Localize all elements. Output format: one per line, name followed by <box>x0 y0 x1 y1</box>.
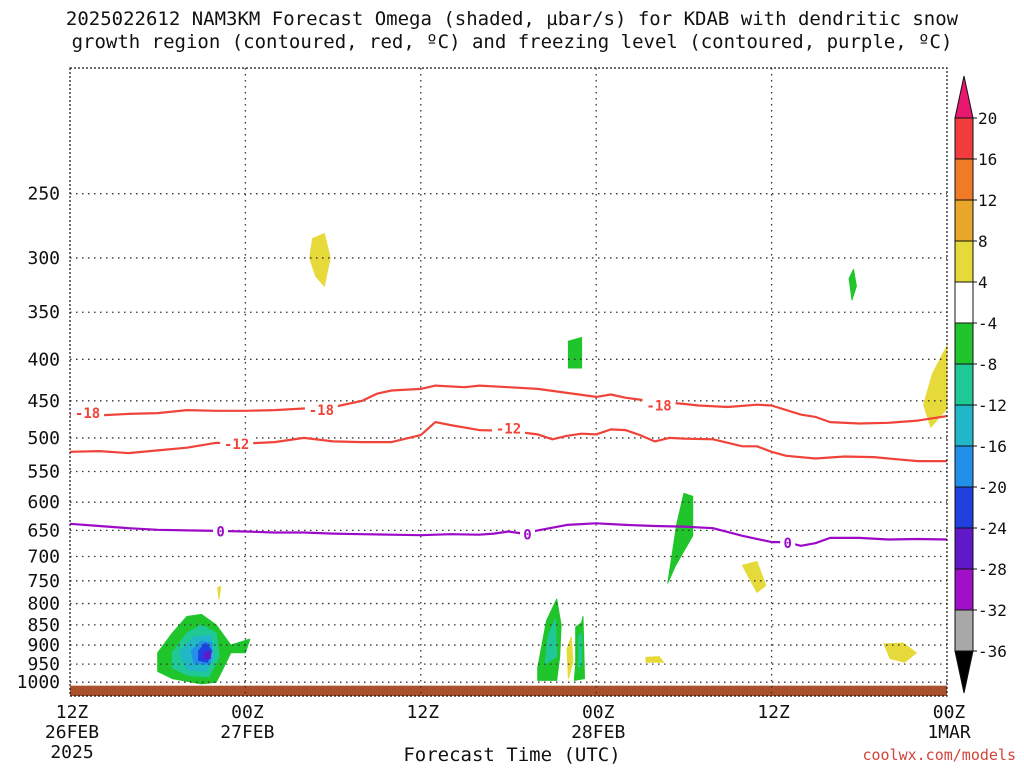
plot-area: 2503003504004505005506006507007508008509… <box>17 67 971 763</box>
colorbar-tick-label: -12 <box>978 396 1007 415</box>
colorbar-tick-label: 12 <box>978 191 997 210</box>
contour-label-bg <box>642 397 676 414</box>
contour-line-1 <box>69 421 947 463</box>
colorbar-band <box>954 445 974 488</box>
colorbar-tick-label: -36 <box>978 642 1007 661</box>
colorbar-tick-label: -20 <box>978 478 1007 497</box>
colorbar-band <box>954 527 974 570</box>
chart-title-line-1: 2025022612 NAM3KM Forecast Omega (shaded… <box>65 8 959 30</box>
contour-label: -18 <box>646 398 671 414</box>
y-tick-label: 500 <box>27 428 60 449</box>
y-tick-label: 1000 <box>17 672 60 693</box>
contour-label: 0 <box>523 528 531 544</box>
colorbar-tick-label: 8 <box>978 232 988 251</box>
colorbar-bottom-arrow <box>954 650 974 694</box>
colorbar-tick-label: -24 <box>978 519 1007 538</box>
colorbar-tick-label: 16 <box>978 150 997 169</box>
omega-region-2 <box>567 337 583 369</box>
x-tick-label: 00Z <box>933 702 966 723</box>
colorbar-tick-label: -4 <box>978 314 997 333</box>
x-tick-label: 1MAR <box>927 722 971 743</box>
x-tick-label: 12Z <box>407 702 440 723</box>
contour-label-bg <box>213 523 229 540</box>
omega-region-11 <box>566 636 574 680</box>
y-tick-label: 950 <box>27 654 60 675</box>
y-tick-label: 700 <box>27 546 60 567</box>
colorbar-band <box>954 486 974 529</box>
colorbar-tick-label: 4 <box>978 273 988 292</box>
omega-region-3 <box>923 345 948 428</box>
omega-region-6 <box>217 585 222 600</box>
y-tick-label: 550 <box>27 462 60 483</box>
contour-label-bg <box>220 436 254 453</box>
contour-label-bg <box>71 405 105 422</box>
colorbar-band <box>954 117 974 160</box>
x-tick-label: 00Z <box>231 702 264 723</box>
x-tick-label: 12Z <box>757 702 790 723</box>
y-tick-label: 450 <box>27 391 60 412</box>
colorbar-band <box>954 199 974 242</box>
y-tick-label: 350 <box>27 302 60 323</box>
omega-region-19 <box>204 650 211 659</box>
x-tick-label: 27FEB <box>220 722 274 743</box>
chart-title-line-2: growth region (contoured, red, ºC) and f… <box>71 31 953 53</box>
contour-label: -18 <box>75 406 100 422</box>
contour-label-bg <box>780 535 796 552</box>
y-tick-label: 850 <box>27 615 60 636</box>
colorbar-top-arrow <box>954 75 974 119</box>
contour-line-2 <box>69 522 948 547</box>
y-tick-label: 300 <box>27 248 60 269</box>
y-tick-label: 900 <box>27 635 60 656</box>
contour-label-bg <box>492 420 525 437</box>
omega-region-8 <box>645 656 664 663</box>
colorbar-band <box>954 240 974 283</box>
x-tick-label: 28FEB <box>571 722 625 743</box>
x-tick-label: 26FEB <box>45 722 99 743</box>
colorbar-band <box>954 404 974 447</box>
colorbar-tick-label: 20 <box>978 109 997 128</box>
plot-frame <box>69 67 948 697</box>
contour-label-bg <box>520 526 536 543</box>
omega-region-5 <box>741 561 767 593</box>
omega-region-1 <box>848 269 857 301</box>
y-tick-label: 800 <box>27 594 60 615</box>
omega-region-0 <box>309 233 331 287</box>
y-tick-label: 400 <box>27 349 60 370</box>
colorbar-tick-label: -16 <box>978 437 1007 456</box>
terrain-band <box>70 685 947 696</box>
contour-label: 0 <box>216 524 224 540</box>
colorbar-tick-label: -8 <box>978 355 997 374</box>
x-tick-label: 12Z <box>56 702 89 723</box>
colorbar-band <box>954 363 974 406</box>
contour-label: -12 <box>224 437 249 453</box>
contour-line-0 <box>69 384 948 425</box>
y-tick-label: 600 <box>27 492 60 513</box>
colorbar-band <box>954 609 974 652</box>
colorbar-band <box>954 568 974 611</box>
contour-label-bg <box>304 402 338 419</box>
colorbar-band <box>954 322 974 365</box>
colorbar: 20 16 12 8 4 -4 -8 -12 -16 -20 -24 -28 -32 -36 <box>954 75 1007 694</box>
colorbar-band <box>954 158 974 201</box>
colorbar-tick-label: -28 <box>978 560 1007 579</box>
contour-label: 0 <box>783 536 791 552</box>
y-tick-label: 650 <box>27 520 60 541</box>
x-tick-label: 2025 <box>50 742 93 763</box>
watermark-link[interactable]: coolwx.com/models <box>862 746 1016 764</box>
omega-region-10 <box>544 618 558 665</box>
omega-region-13 <box>578 632 583 669</box>
omega-region-4 <box>667 492 694 584</box>
contour-label: -12 <box>496 422 521 438</box>
colorbar-band <box>954 281 974 324</box>
x-tick-label: 00Z <box>582 702 615 723</box>
omega-region-7 <box>883 642 917 663</box>
colorbar-tick-label: -32 <box>978 601 1007 620</box>
y-tick-label: 750 <box>27 571 60 592</box>
x-axis-label: Forecast Time (UTC) <box>403 744 621 766</box>
contour-label: -18 <box>309 403 334 419</box>
y-tick-label: 250 <box>27 184 60 205</box>
